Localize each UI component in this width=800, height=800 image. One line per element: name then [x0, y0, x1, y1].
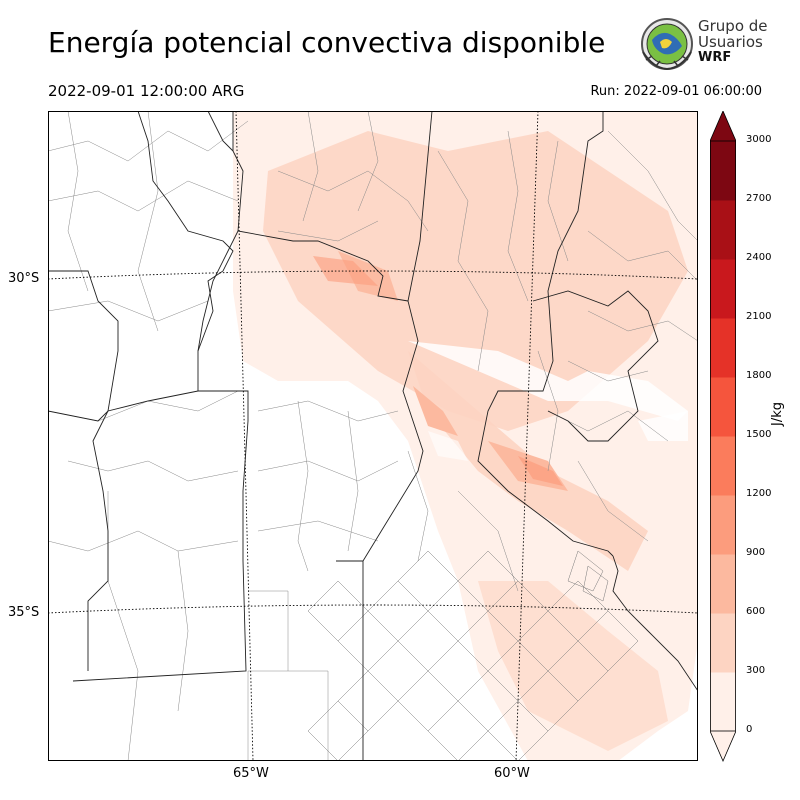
colorbar-tick-label: 2100 — [746, 311, 772, 322]
boundary-san-juan — [48, 390, 199, 422]
colorbar-band — [710, 436, 736, 496]
logo-line-3: WRF — [698, 50, 732, 65]
colorbar-tick-label: 600 — [746, 606, 766, 617]
cape-gap-2 — [428, 431, 468, 461]
colorbar-tick-label: 0 — [746, 724, 753, 735]
run-time: Run: 2022-09-01 06:00:00 — [590, 84, 762, 99]
colorbar-tick-label: 900 — [746, 547, 766, 558]
colorbar-extend-max — [710, 111, 736, 141]
boundary-entre-rios-north — [532, 290, 659, 442]
colorbar-band — [710, 318, 736, 378]
boundary-tucuman — [207, 111, 234, 152]
globe-icon — [641, 18, 693, 71]
lon-label-65w: 65°W — [233, 766, 269, 781]
coast-buenos-aires — [612, 555, 698, 692]
valid-time: 2022-09-01 12:00:00 ARG — [48, 82, 245, 100]
colorbar-tick-label: 1200 — [746, 488, 772, 499]
boundary-catamarca — [137, 111, 234, 352]
colorbar-band — [710, 200, 736, 260]
map-title: Energía potencial convectiva disponible — [48, 26, 606, 59]
colorbar-unit: J/kg — [770, 402, 785, 426]
cape-region-south — [478, 581, 668, 751]
parallel-30s — [48, 270, 698, 280]
colorbar — [710, 111, 736, 763]
colorbar-band — [710, 259, 736, 319]
boundary-east — [432, 111, 614, 557]
colorbar-tick-label: 3000 — [746, 134, 772, 145]
department-boundaries — [48, 111, 698, 761]
boundary-la-pampa-ba — [336, 560, 364, 761]
colorbar-extend-min — [710, 731, 736, 761]
lat-label-30s: 30°S — [8, 271, 40, 286]
colorbar-band — [710, 377, 736, 437]
cape-gap-3 — [638, 411, 688, 441]
logo-text: Grupo de Usuarios WRF — [698, 18, 768, 66]
graticule — [48, 111, 698, 761]
boundary-la-rioja — [48, 270, 119, 671]
colorbar-tick-label: 300 — [746, 665, 766, 676]
boundary-cordoba-sf — [362, 111, 433, 562]
colorbar-tick-label: 1800 — [746, 370, 772, 381]
cape-max-5 — [518, 456, 563, 486]
colorbar-band — [710, 141, 736, 201]
colorbar-tick-label: 1500 — [746, 429, 772, 440]
colorbar-band — [710, 495, 736, 555]
wrf-logo: Grupo de Usuarios WRF — [638, 16, 768, 72]
cape-map — [48, 111, 698, 761]
lat-label-35s: 35°S — [8, 605, 40, 620]
colorbar-bands — [710, 141, 736, 732]
colorbar-band — [710, 554, 736, 614]
lon-label-60w: 60°W — [494, 766, 530, 781]
colorbar-tick-label: 2400 — [746, 252, 772, 263]
buenos-aires-partidos — [307, 550, 639, 761]
colorbar-band — [710, 672, 736, 732]
boundary-mid-west — [72, 230, 249, 682]
colorbar-tick-label: 2700 — [746, 193, 772, 204]
cape-max-3 — [413, 386, 458, 436]
cape-shading — [233, 111, 698, 761]
cape-region-north — [263, 131, 688, 431]
logo-line-2: Usuarios — [698, 33, 763, 51]
colorbar-band — [710, 613, 736, 673]
province-boundaries — [48, 111, 698, 761]
parallel-35s — [48, 604, 698, 614]
boundary-cordoba-west — [232, 111, 409, 302]
logo-line-1: Grupo de — [698, 17, 768, 35]
